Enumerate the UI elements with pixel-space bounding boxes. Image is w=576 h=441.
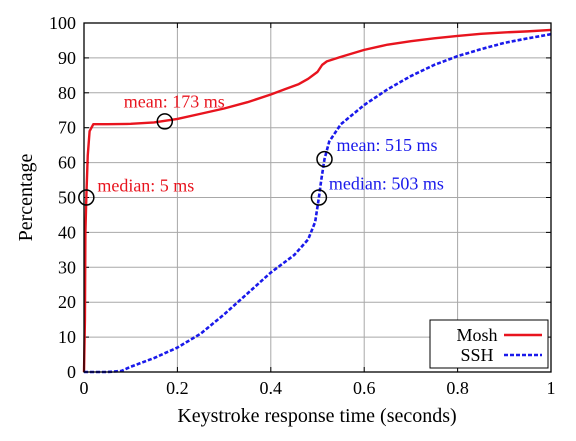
series-group: [82, 28, 552, 374]
y-tick-label: 0: [67, 362, 76, 382]
x-axis-label: Keystroke response time (seconds): [177, 405, 456, 427]
annotation-label: median: 503 ms: [329, 174, 444, 194]
annotation-marker: [316, 150, 333, 168]
annotations: mean: 173 ms median: 5 ms mean: 515 ms medi…: [78, 91, 444, 206]
annotation-marker: [78, 189, 95, 206]
x-tick-label: 0.6: [353, 378, 376, 398]
y-axis-label: Percentage: [15, 154, 37, 242]
y-tick-label: 90: [58, 48, 76, 68]
x-tick-label: 0.8: [446, 378, 469, 398]
x-tick-label: 1: [547, 378, 556, 398]
legend-label-ssh: SSH: [460, 345, 493, 365]
series-line-ssh: [84, 32, 552, 374]
y-tick-label: 80: [58, 83, 76, 103]
y-tick-label: 10: [58, 327, 76, 347]
plot-frame: [83, 22, 552, 373]
y-tick-label: 50: [58, 188, 76, 208]
annotation-marker: [310, 189, 328, 206]
y-tick-label: 100: [49, 13, 76, 33]
y-tick-label: 30: [58, 257, 76, 277]
annotation-label: median: 5 ms: [97, 176, 194, 196]
legend-box: [429, 319, 549, 369]
annotation-label: mean: 173 ms: [124, 91, 225, 111]
series-line-mosh: [82, 28, 552, 373]
y-tick-label: 20: [58, 292, 76, 312]
annotation-marker: [156, 113, 174, 130]
y-tick-label: 40: [58, 222, 76, 242]
x-tick-label: 0.4: [260, 378, 283, 398]
legend-label-mosh: Mosh: [456, 325, 497, 345]
y-tick-label: 60: [58, 153, 76, 173]
x-tick-label: 0.2: [166, 378, 189, 398]
annotation-label: mean: 515 ms: [337, 135, 438, 155]
x-tick-label: 0: [80, 378, 89, 398]
y-tick-label: 70: [58, 118, 76, 138]
